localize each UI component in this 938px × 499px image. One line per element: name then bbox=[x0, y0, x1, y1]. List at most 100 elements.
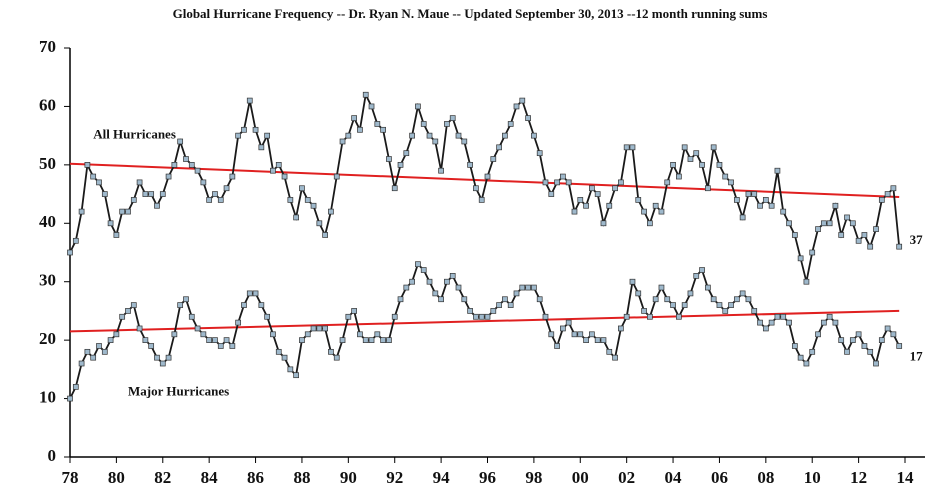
point bbox=[768, 202, 775, 209]
point bbox=[154, 202, 160, 209]
point bbox=[177, 138, 184, 145]
point bbox=[119, 208, 126, 215]
point bbox=[739, 214, 746, 221]
point bbox=[473, 313, 479, 320]
point bbox=[397, 296, 404, 303]
point bbox=[525, 284, 531, 291]
point bbox=[345, 132, 352, 139]
point bbox=[867, 243, 874, 250]
point bbox=[658, 284, 665, 291]
point bbox=[246, 97, 253, 104]
chart-title: Global Hurricane Frequency -- Dr. Ryan N… bbox=[173, 6, 768, 21]
point bbox=[351, 308, 357, 314]
point bbox=[200, 179, 207, 186]
point bbox=[415, 103, 421, 110]
point bbox=[403, 150, 410, 157]
point bbox=[855, 237, 862, 244]
point bbox=[780, 208, 787, 215]
point bbox=[583, 202, 589, 209]
point bbox=[217, 343, 224, 349]
point bbox=[78, 208, 85, 215]
point bbox=[600, 220, 607, 227]
x-tick-label: 02 bbox=[618, 468, 635, 487]
point bbox=[183, 296, 189, 303]
point bbox=[96, 343, 102, 349]
point bbox=[809, 249, 816, 256]
point bbox=[287, 197, 294, 203]
point bbox=[774, 313, 781, 320]
point bbox=[304, 197, 311, 203]
point bbox=[101, 191, 108, 197]
point bbox=[589, 331, 595, 338]
point bbox=[478, 313, 485, 320]
point bbox=[409, 278, 415, 285]
annotation: Major Hurricanes bbox=[128, 384, 229, 399]
point bbox=[890, 331, 897, 338]
point bbox=[797, 255, 804, 262]
point bbox=[386, 337, 392, 343]
point bbox=[339, 138, 346, 145]
point bbox=[647, 220, 653, 227]
point bbox=[791, 232, 798, 238]
point bbox=[733, 296, 740, 303]
point bbox=[374, 121, 381, 127]
point bbox=[101, 348, 108, 355]
point bbox=[641, 308, 647, 314]
point bbox=[554, 343, 560, 349]
point bbox=[264, 132, 271, 139]
point bbox=[188, 313, 195, 320]
point bbox=[484, 173, 491, 180]
point bbox=[455, 284, 462, 291]
point bbox=[832, 319, 839, 326]
point bbox=[130, 302, 137, 308]
point bbox=[583, 337, 589, 343]
trend-line bbox=[69, 162, 900, 198]
point bbox=[502, 132, 508, 139]
point bbox=[838, 232, 845, 238]
point bbox=[762, 325, 769, 332]
point bbox=[722, 308, 729, 314]
point bbox=[577, 197, 584, 203]
point bbox=[119, 313, 126, 320]
point bbox=[333, 354, 340, 361]
point bbox=[386, 156, 392, 162]
point bbox=[212, 191, 218, 197]
point bbox=[629, 278, 636, 285]
point bbox=[809, 348, 816, 355]
point bbox=[362, 337, 369, 343]
point bbox=[751, 308, 758, 314]
point bbox=[820, 220, 827, 227]
point bbox=[310, 202, 317, 209]
point bbox=[84, 348, 91, 355]
point bbox=[299, 185, 305, 192]
point bbox=[426, 132, 433, 139]
point bbox=[496, 144, 502, 151]
point bbox=[96, 179, 102, 186]
point bbox=[467, 162, 473, 168]
point bbox=[461, 138, 468, 145]
point bbox=[420, 121, 427, 127]
point bbox=[345, 313, 352, 320]
point bbox=[803, 360, 810, 367]
point bbox=[513, 290, 520, 297]
point bbox=[542, 313, 549, 320]
point bbox=[496, 302, 502, 308]
point bbox=[687, 156, 694, 162]
point bbox=[438, 296, 444, 303]
point bbox=[188, 162, 195, 168]
annotation: 17 bbox=[910, 349, 924, 364]
point bbox=[328, 348, 334, 355]
x-tick-label: 08 bbox=[757, 468, 774, 487]
point bbox=[67, 249, 73, 256]
y-tick-label: 0 bbox=[48, 446, 57, 465]
point bbox=[455, 132, 462, 139]
point bbox=[484, 313, 491, 320]
point bbox=[612, 354, 618, 361]
point bbox=[339, 337, 346, 343]
point bbox=[884, 325, 891, 332]
point bbox=[704, 284, 711, 291]
y-tick-label: 40 bbox=[39, 212, 56, 231]
point bbox=[223, 337, 230, 343]
point bbox=[270, 167, 276, 174]
point bbox=[722, 173, 729, 180]
